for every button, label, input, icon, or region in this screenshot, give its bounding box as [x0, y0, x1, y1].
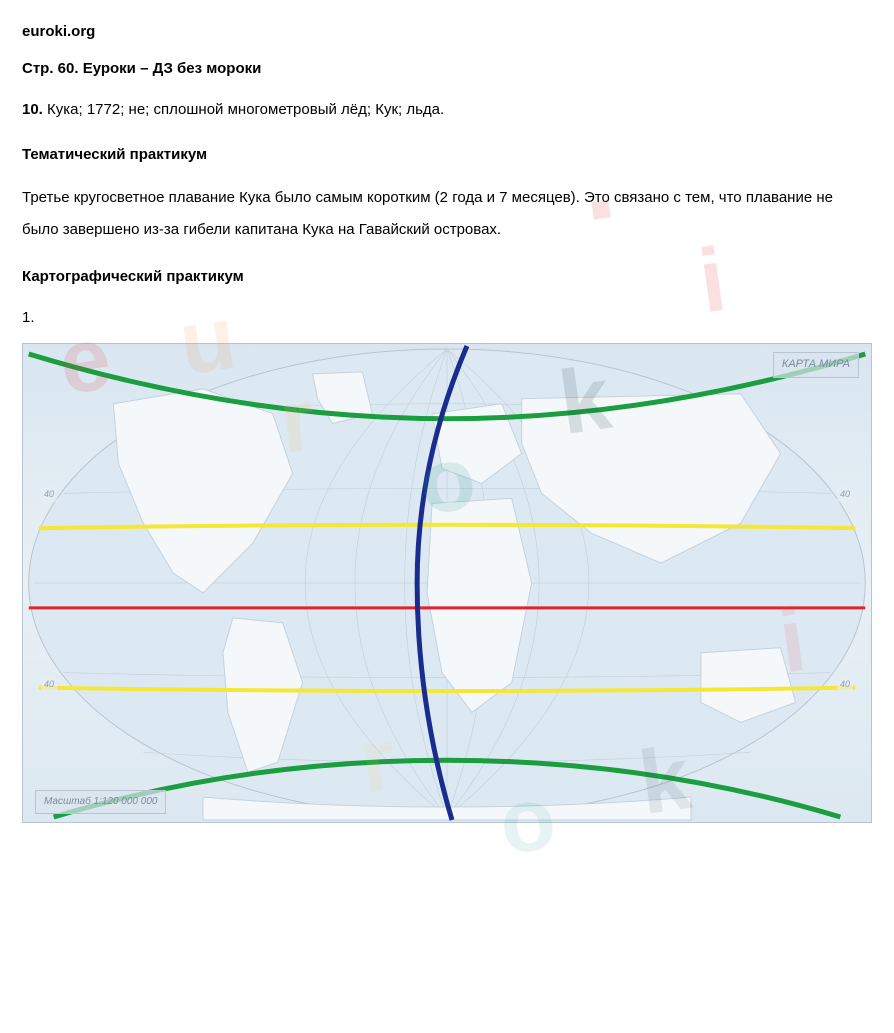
map-scale: Масштаб 1:120 000 000 — [35, 790, 166, 814]
answer-text: Кука; 1772; не; сплошной многометровый л… — [47, 101, 444, 118]
world-map: КАРТА МИРА Масштаб 1:120 000 000 40 40 4… — [22, 343, 872, 823]
section-cartographic-header: Картографический практикум — [22, 263, 872, 290]
item-number: 1. — [22, 304, 872, 331]
answer-number: 10. — [22, 101, 43, 118]
thematic-paragraph: Третье кругосветное плавание Кука было с… — [22, 182, 872, 245]
site-url: euroki.org — [22, 18, 872, 45]
page-title: Стр. 60. Еуроки – ДЗ без мороки — [22, 55, 872, 82]
lat-label-40s-right: 40 — [837, 676, 853, 692]
lat-label-40n-right: 40 — [837, 486, 853, 502]
lat-label-40s-left: 40 — [41, 676, 57, 692]
lat-label-40n-left: 40 — [41, 486, 57, 502]
section-thematic-header: Тематический практикум — [22, 141, 872, 168]
map-title: КАРТА МИРА — [773, 352, 859, 378]
map-svg — [23, 344, 871, 822]
answer-line: 10. Кука; 1772; не; сплошной многометров… — [22, 96, 872, 123]
